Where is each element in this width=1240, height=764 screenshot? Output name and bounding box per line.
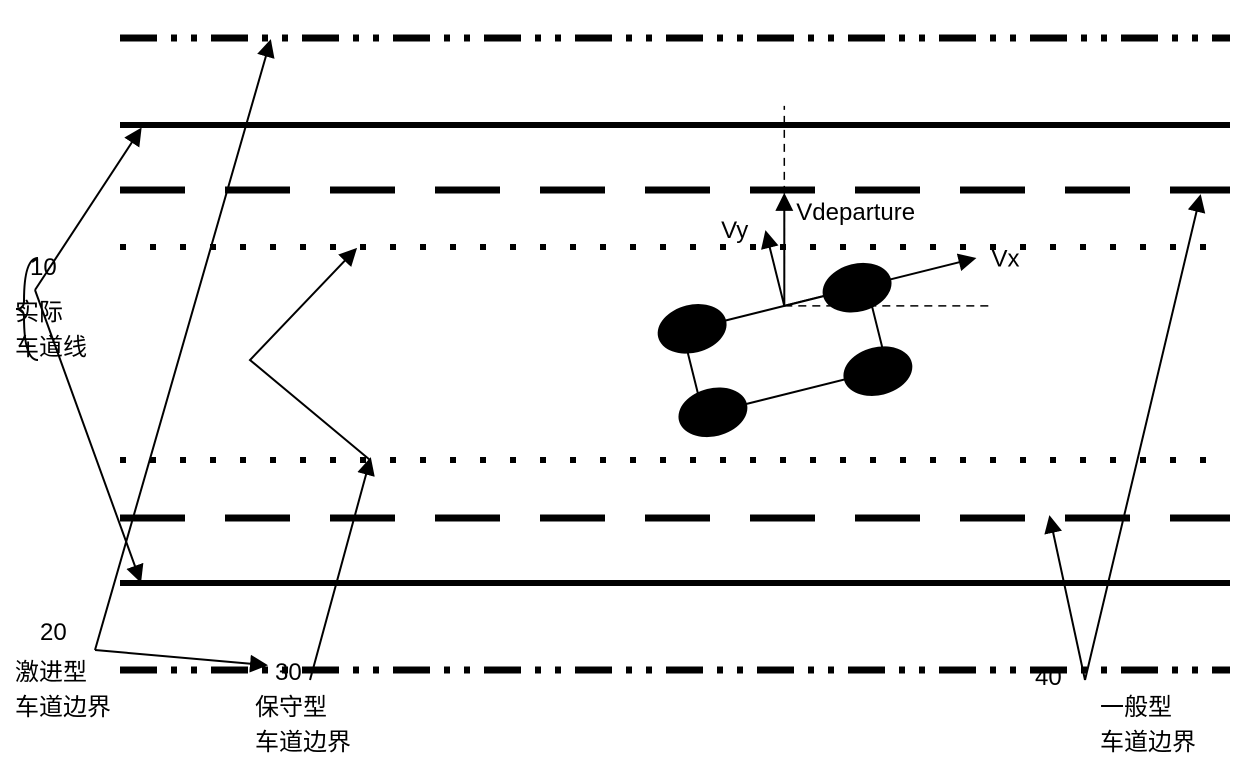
vdep-label: Vdeparture bbox=[796, 199, 915, 226]
callout-20-leader bbox=[95, 650, 265, 665]
vy-label: Vy bbox=[721, 217, 748, 244]
callout-20-line1: 激进型 bbox=[15, 659, 87, 686]
callout-40-line2: 车道边界 bbox=[1100, 729, 1196, 756]
callout-40-num: 40 bbox=[1035, 664, 1062, 691]
callout-30-leader bbox=[310, 460, 370, 680]
beta-label: β bbox=[868, 277, 883, 304]
callout-30-line1: 保守型 bbox=[255, 694, 327, 721]
callout-30-line2: 车道边界 bbox=[255, 729, 351, 756]
callout-30-leader bbox=[250, 250, 370, 460]
callout-40-leader bbox=[1050, 518, 1085, 680]
callout-40-line1: 一般型 bbox=[1100, 694, 1172, 721]
lane-diagram: VxVyVdepartureβ10实际车道线20激进型车道边界30保守型车道边界… bbox=[0, 0, 1240, 764]
callout-20-line2: 车道边界 bbox=[15, 694, 111, 721]
callout-20-num: 20 bbox=[40, 619, 67, 646]
callout-40-leader bbox=[1085, 197, 1200, 680]
vx-label: Vx bbox=[992, 246, 1020, 273]
callout-30-num: 30 bbox=[275, 659, 302, 686]
callout-20-leader bbox=[95, 42, 270, 650]
